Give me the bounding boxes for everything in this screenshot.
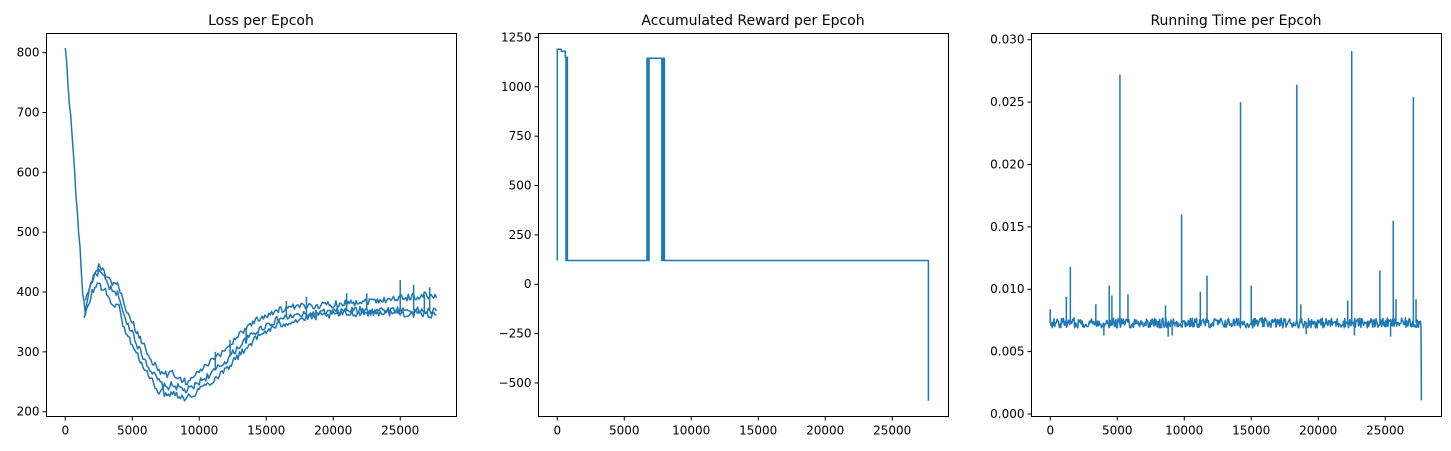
loss-chart-x-tick-label: 5000 — [117, 424, 148, 438]
loss-chart-y-tick-label: 400 — [17, 285, 40, 299]
reward-chart-y-tick-label: 1000 — [501, 80, 532, 94]
running-time-chart-plot — [1049, 50, 1423, 401]
running-time-chart-title: Running Time per Epcoh — [1150, 13, 1321, 29]
reward-chart-plot — [556, 48, 930, 401]
reward-chart-y-tick-label: −500 — [499, 376, 532, 390]
loss-chart-frame — [46, 33, 457, 417]
reward-chart-x-tick-label: 0 — [553, 424, 561, 438]
running-time-chart-x-axis: 0 5000 10000 15000 20000 25000 — [1046, 416, 1404, 438]
loss-chart-x-tick-label: 20000 — [314, 424, 352, 438]
reward-chart-x-tick-label: 10000 — [672, 424, 710, 438]
loss-chart-y-axis: 200 300 400 500 600 700 800 — [17, 46, 47, 419]
loss-chart-series-line-3 — [84, 263, 438, 386]
loss-chart-y-tick-label: 600 — [17, 165, 40, 179]
reward-chart-series-line-1 — [556, 48, 930, 401]
reward-chart-y-tick-label: 250 — [509, 228, 532, 242]
reward-chart-y-tick-label: 750 — [509, 129, 532, 143]
loss-chart-x-axis: 0 5000 10000 15000 20000 25000 — [61, 416, 419, 438]
running-time-chart-x-tick-label: 15000 — [1232, 424, 1270, 438]
running-time-chart-y-tick-label: 0.005 — [990, 345, 1024, 359]
reward-chart-x-tick-label: 15000 — [739, 424, 777, 438]
reward-chart-y-tick-label: −250 — [499, 327, 532, 341]
reward-chart-y-tick-label: 0 — [524, 277, 532, 291]
loss-chart-x-tick-label: 15000 — [247, 424, 285, 438]
reward-chart-x-tick-label: 5000 — [609, 424, 640, 438]
running-time-chart-series-line — [1049, 317, 1423, 401]
reward-chart-x-tick-label: 25000 — [873, 424, 911, 438]
reward-chart-x-tick-label: 20000 — [806, 424, 844, 438]
loss-chart-y-tick-label: 300 — [17, 345, 40, 359]
loss-chart-plot — [64, 47, 438, 402]
loss-chart-y-tick-label: 700 — [17, 105, 40, 119]
loss-chart-x-tick-label: 25000 — [381, 424, 419, 438]
running-time-chart-y-tick-label: 0.020 — [990, 157, 1024, 171]
running-time-chart-y-tick-label: 0.015 — [990, 220, 1024, 234]
loss-chart-y-tick-label: 800 — [17, 46, 40, 60]
loss-chart-y-tick-label: 500 — [17, 225, 40, 239]
reward-chart: Accumulated Reward per Epcoh 0 5000 10000 1… — [499, 13, 949, 438]
reward-chart-y-tick-label: 1250 — [501, 30, 532, 44]
running-time-chart-y-tick-label: 0.025 — [990, 95, 1024, 109]
reward-chart-y-axis: −500 −250 0 250 500 750 1000 1250 — [499, 30, 539, 390]
running-time-chart-x-tick-label: 10000 — [1165, 424, 1203, 438]
reward-chart-title: Accumulated Reward per Epcoh — [641, 13, 864, 29]
running-time-chart-x-tick-label: 20000 — [1299, 424, 1337, 438]
loss-chart-series-line-2 — [83, 282, 437, 402]
running-time-chart-y-tick-label: 0.010 — [990, 282, 1024, 296]
running-time-chart-frame — [1031, 33, 1442, 417]
loss-chart-x-tick-label: 0 — [61, 424, 69, 438]
reward-chart-frame — [538, 33, 949, 417]
loss-chart-x-tick-label: 10000 — [180, 424, 218, 438]
loss-chart-y-tick-label: 200 — [17, 405, 40, 419]
running-time-chart-x-tick-label: 5000 — [1102, 424, 1133, 438]
reward-chart-x-axis: 0 5000 10000 15000 20000 25000 — [553, 416, 911, 438]
running-time-chart-x-tick-label: 0 — [1046, 424, 1054, 438]
loss-chart: Loss per Epcoh 0 5000 10000 15000 20000 25000… — [17, 13, 457, 438]
running-time-chart-y-tick-label: 0.030 — [990, 33, 1024, 47]
loss-chart-title: Loss per Epcoh — [208, 13, 314, 29]
running-time-chart-x-tick-label: 25000 — [1366, 424, 1404, 438]
running-time-chart-y-tick-label: 0.000 — [990, 407, 1024, 421]
reward-chart-y-tick-label: 500 — [509, 179, 532, 193]
running-time-chart: Running Time per Epcoh 0 5000 10000 15000 20… — [990, 13, 1442, 438]
running-time-chart-y-axis: 0.000 0.005 0.010 0.015 0.020 0.025 0.030 — [990, 33, 1032, 421]
